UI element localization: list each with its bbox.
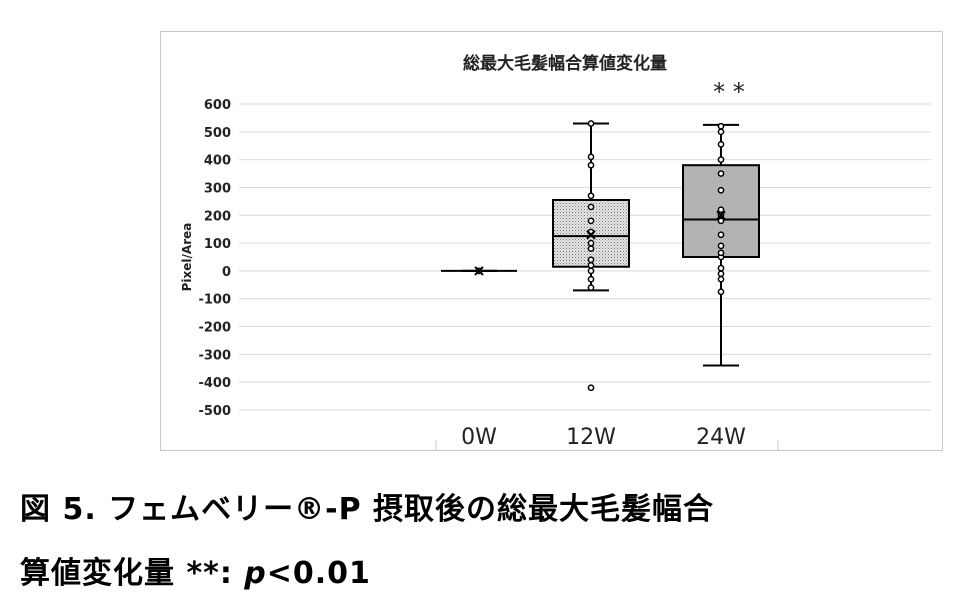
caption-p-value: <0.01 bbox=[266, 556, 371, 591]
data-point bbox=[717, 156, 725, 163]
y-tick-label: 0 bbox=[222, 265, 231, 280]
boxplot-chart: 総最大毛髪幅合算値変化量 600 500 400 300 200 100 0 -100 -200 -… bbox=[180, 53, 931, 450]
data-point bbox=[717, 186, 725, 194]
y-tick-label: 400 bbox=[204, 154, 231, 169]
data-point bbox=[717, 122, 725, 130]
mean-marker bbox=[474, 266, 484, 276]
data-point bbox=[587, 192, 595, 200]
data-point bbox=[717, 128, 725, 136]
data-point bbox=[587, 217, 595, 225]
data-point bbox=[717, 264, 725, 272]
chart-frame: 総最大毛髪幅合算値変化量 600 500 400 300 200 100 0 -100 -200 -… bbox=[160, 31, 943, 451]
y-tick-label: -100 bbox=[198, 293, 231, 308]
data-point bbox=[587, 153, 595, 161]
data-point bbox=[587, 261, 595, 269]
y-tick-label: -300 bbox=[198, 348, 231, 363]
data-point bbox=[587, 284, 595, 291]
data-point bbox=[717, 249, 725, 257]
data-point bbox=[717, 170, 725, 177]
data-point bbox=[587, 120, 595, 127]
y-tick-label: -200 bbox=[198, 321, 231, 336]
y-tick-label: 500 bbox=[204, 126, 231, 141]
data-point bbox=[587, 267, 595, 275]
data-point bbox=[717, 270, 725, 278]
data-point bbox=[587, 161, 595, 169]
significance-annotation: * * bbox=[713, 78, 745, 106]
data-point bbox=[587, 256, 595, 264]
x-tick-label: 24W bbox=[696, 425, 746, 450]
data-point bbox=[717, 140, 725, 148]
mean-marker bbox=[716, 210, 726, 220]
x-tick-label: 0W bbox=[461, 425, 497, 450]
y-tick-label: -400 bbox=[198, 376, 231, 391]
x-tick-label: 12W bbox=[566, 425, 616, 450]
y-tick-label: 100 bbox=[204, 237, 231, 252]
data-point bbox=[587, 384, 595, 392]
data-point bbox=[587, 275, 595, 283]
caption-p-symbol: p bbox=[244, 556, 267, 591]
chart-title: 総最大毛髪幅合算値変化量 bbox=[463, 53, 667, 74]
caption-prefix: 算値変化量 **: bbox=[20, 556, 245, 591]
data-point bbox=[717, 275, 725, 283]
y-tick-label: 600 bbox=[204, 98, 231, 113]
data-point bbox=[717, 231, 725, 239]
data-point bbox=[717, 217, 725, 225]
figure-caption-line2: 算値変化量 **: p<0.01 bbox=[20, 548, 371, 592]
y-tick-label: 200 bbox=[204, 209, 231, 224]
data-point bbox=[717, 242, 725, 250]
category-label-band bbox=[436, 412, 778, 450]
mean-marker bbox=[586, 230, 596, 240]
figure-caption-line1: 図 5. フェムベリー®-P 摂取後の総最大毛髪幅合 bbox=[20, 492, 715, 527]
data-point bbox=[717, 206, 725, 214]
data-point bbox=[587, 239, 595, 247]
y-tick-label: -500 bbox=[198, 404, 231, 419]
data-point bbox=[717, 288, 725, 296]
y-axis-label: Pixel/Area bbox=[180, 223, 194, 292]
data-point bbox=[587, 245, 595, 253]
y-tick-label: 300 bbox=[204, 181, 231, 196]
data-point bbox=[587, 203, 595, 211]
